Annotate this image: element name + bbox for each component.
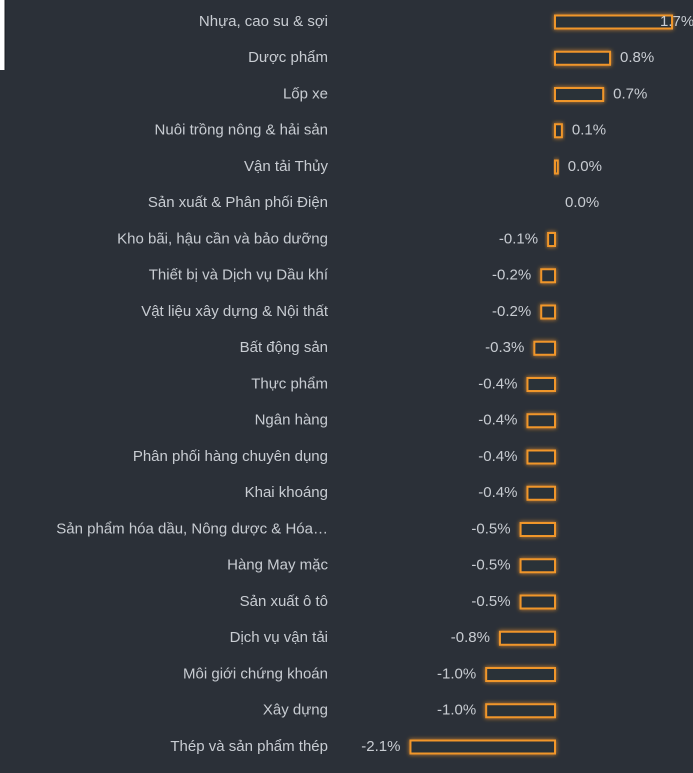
bar — [547, 232, 557, 247]
value-label: -0.4% — [478, 448, 517, 465]
category-label: Khai khoáng — [245, 484, 328, 501]
category-label: Lốp xe — [283, 85, 328, 102]
category-label: Vận tải Thủy — [244, 158, 328, 175]
bar — [526, 449, 556, 465]
category-label: Xây dựng — [263, 702, 328, 719]
bar — [540, 304, 556, 320]
bar — [554, 123, 563, 139]
category-label: Sản xuất & Phân phối Điện — [148, 194, 328, 211]
category-label: Sản phẩm hóa dầu, Nông dược & Hóa… — [56, 520, 328, 537]
bar — [526, 377, 556, 392]
value-label: 0.1% — [572, 122, 606, 139]
bar — [526, 485, 556, 501]
value-label: -0.4% — [478, 375, 517, 392]
category-label: Sản xuất ô tô — [240, 593, 328, 610]
bar — [526, 413, 556, 429]
value-label: -0.4% — [478, 412, 517, 429]
category-label: Môi giới chứng khoán — [183, 665, 328, 682]
value-label: -0.1% — [499, 230, 538, 247]
category-label: Phân phối hàng chuyên dụng — [133, 448, 328, 465]
value-label: 0.7% — [613, 85, 647, 102]
category-label: Dược phẩm — [248, 49, 328, 66]
value-label: -0.5% — [471, 593, 510, 610]
bar — [485, 667, 557, 682]
value-label: 0.0% — [568, 158, 602, 175]
value-label: -0.5% — [471, 520, 510, 537]
value-label: -0.5% — [471, 557, 510, 574]
category-label: Vật liệu xây dựng & Nội thất — [141, 303, 329, 320]
category-label: Ngân hàng — [255, 412, 328, 429]
value-label: -1.0% — [437, 702, 476, 719]
category-label: Thép và sản phẩm thép — [170, 738, 328, 755]
value-label: -0.2% — [492, 267, 531, 284]
value-label: -2.1% — [361, 738, 400, 755]
bar — [554, 14, 673, 30]
bar — [554, 50, 612, 66]
bar — [533, 340, 557, 356]
category-label: Bất động sản — [240, 339, 328, 356]
value-label: -0.3% — [485, 339, 524, 356]
white-edge — [0, 0, 5, 70]
value-label: 0.0% — [565, 194, 599, 211]
value-label: -0.2% — [492, 303, 531, 320]
value-label: -0.4% — [478, 484, 517, 501]
category-label: Nhựa, cao su & sợi — [199, 13, 328, 30]
category-label: Hàng May mặc — [227, 557, 328, 574]
bar — [409, 739, 556, 755]
value-label: -1.0% — [437, 665, 476, 682]
bar — [519, 522, 557, 537]
bar — [554, 159, 559, 175]
bar — [554, 87, 605, 102]
value-label: -0.8% — [451, 629, 490, 646]
bar — [519, 594, 557, 610]
category-label: Dịch vụ vận tải — [230, 629, 328, 646]
category-label: Nuôi trồng nông & hải sản — [155, 122, 328, 139]
value-label: 0.8% — [620, 49, 654, 66]
value-label: 1.7% — [660, 13, 693, 30]
bar — [498, 630, 556, 646]
bar — [519, 558, 557, 574]
category-label: Thiết bị và Dịch vụ Dầu khí — [149, 267, 329, 284]
bar — [485, 703, 557, 719]
category-label: Thực phẩm — [251, 375, 328, 392]
bar — [540, 268, 556, 284]
category-label: Kho bãi, hậu cần và bảo dưỡng — [117, 230, 328, 247]
